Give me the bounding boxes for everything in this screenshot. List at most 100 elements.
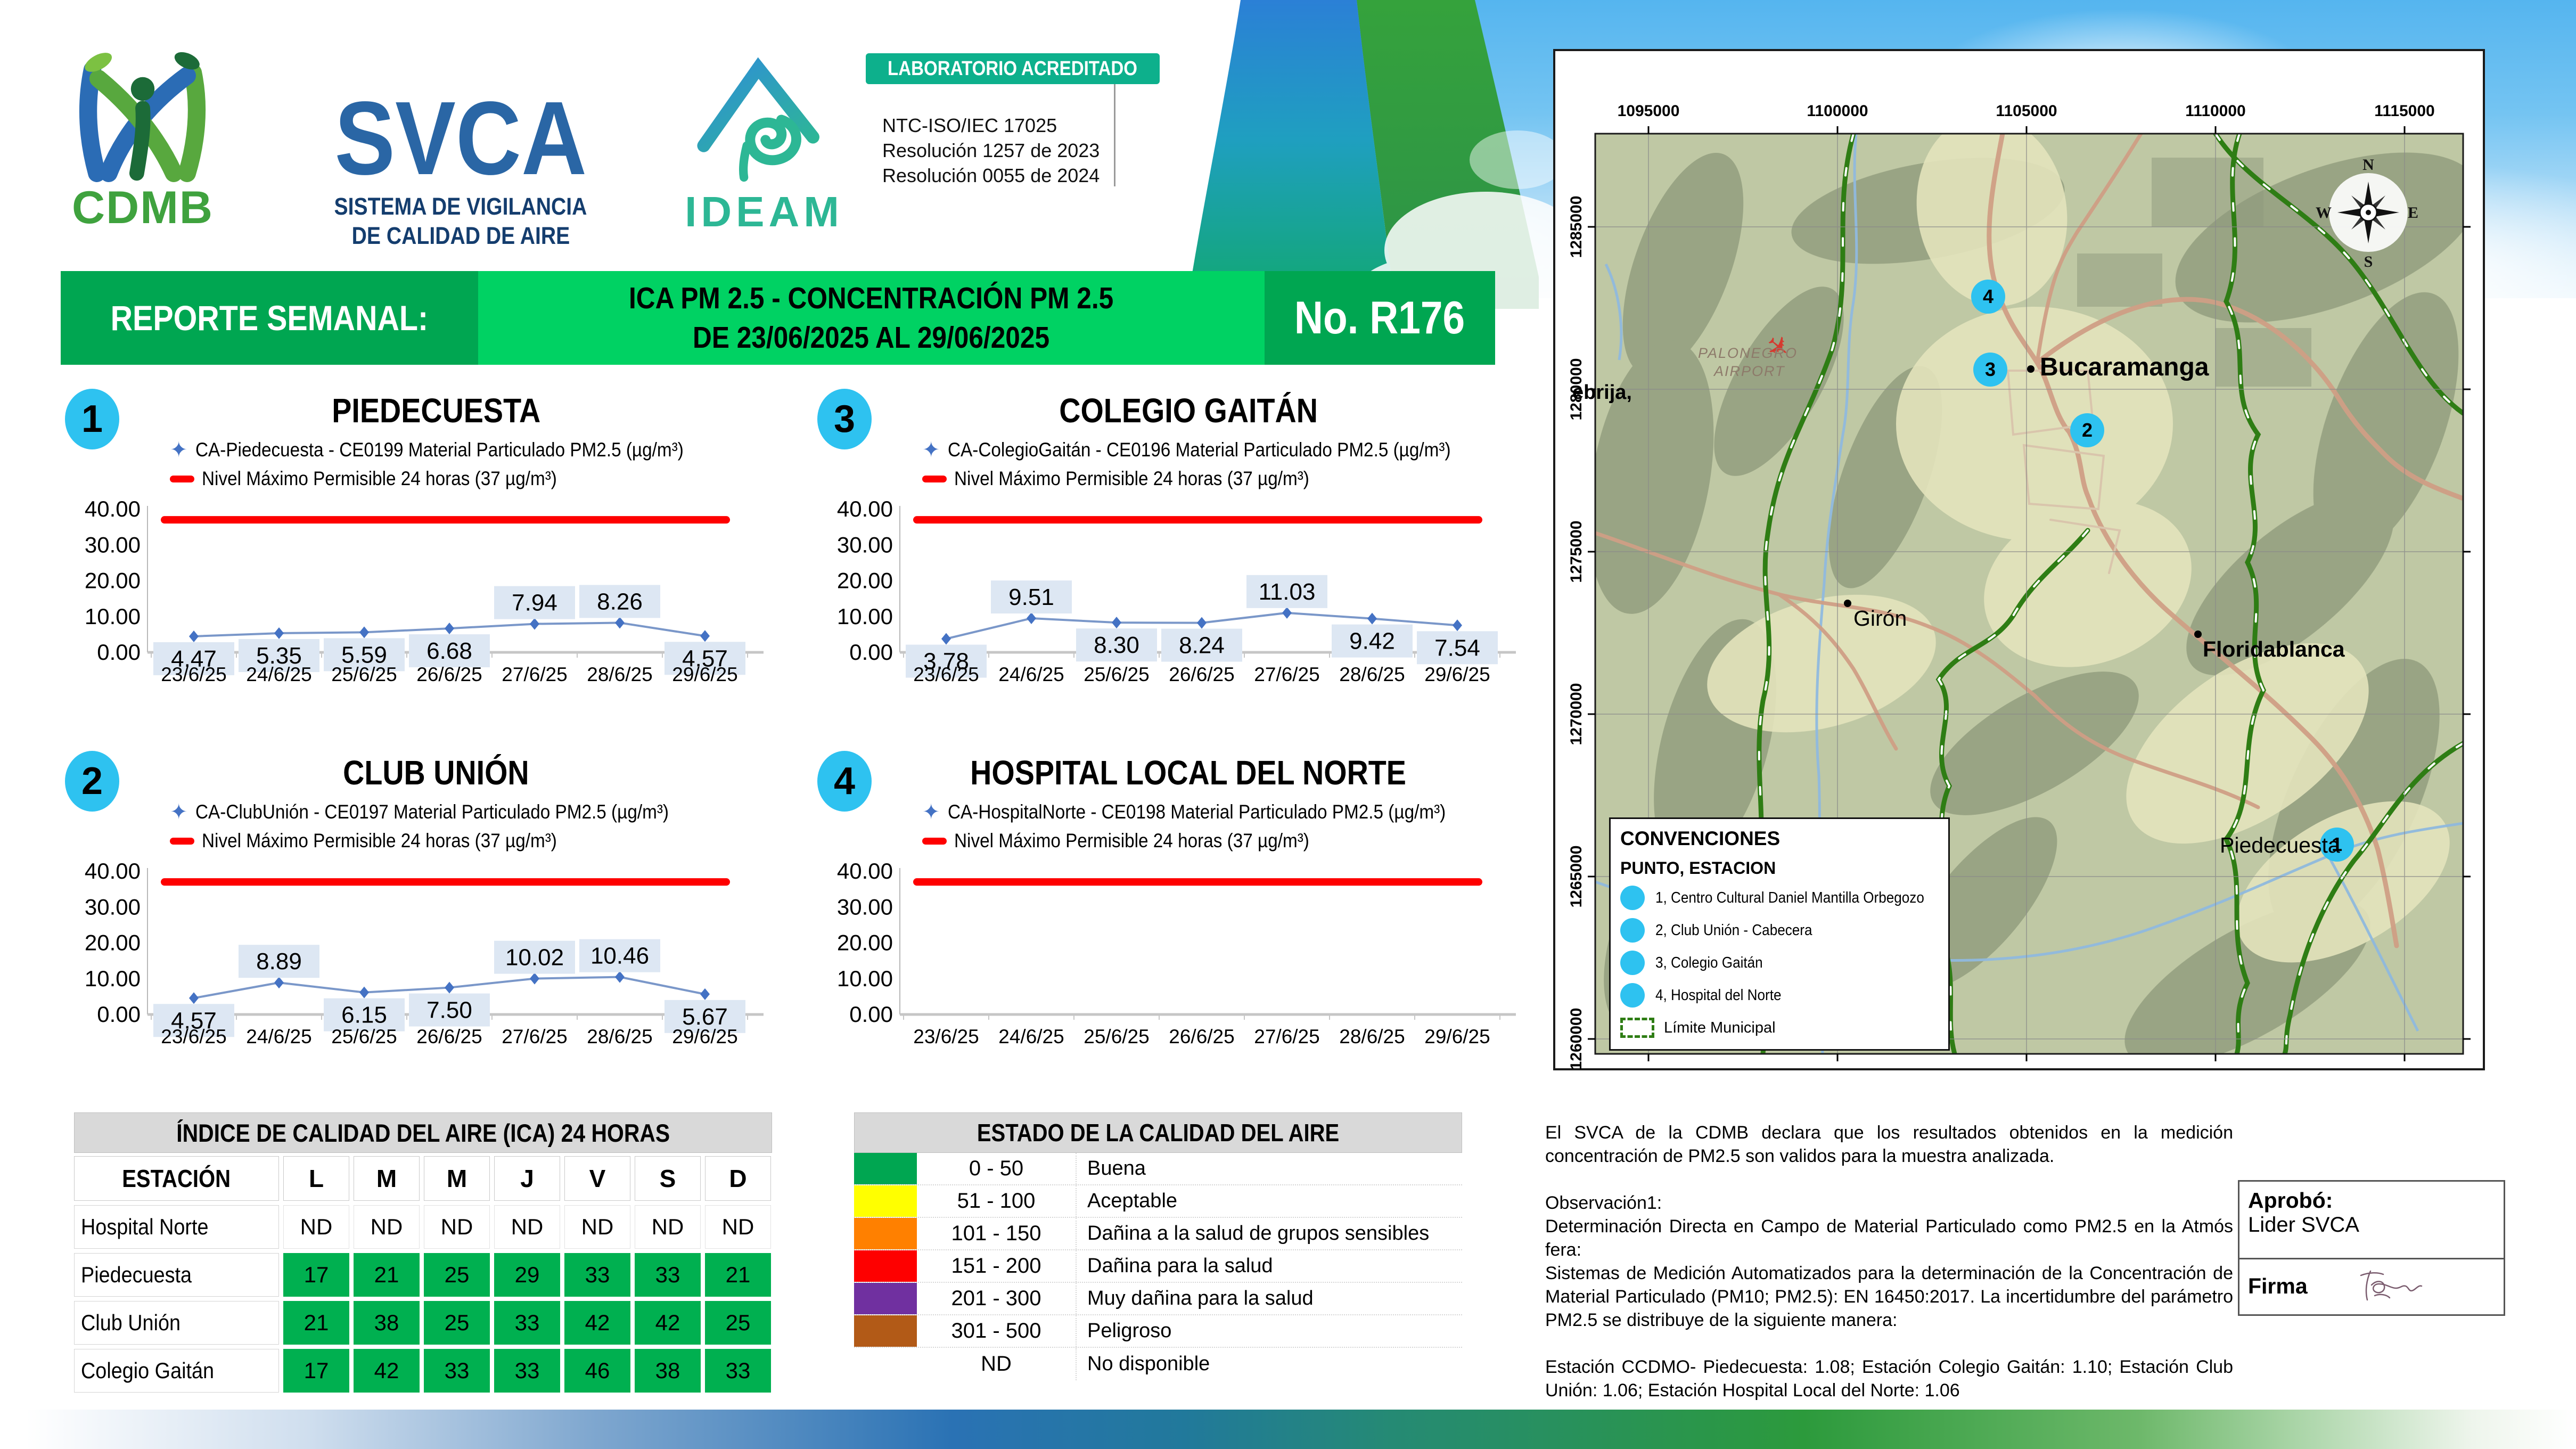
value-label: 7.50 [426,997,472,1024]
x-tick-label: 26/6/25 [416,664,482,685]
ica-column-header: J [494,1156,560,1201]
x-tick-label: 28/6/25 [587,664,652,685]
y-tick-label: 10.00 [837,604,893,629]
y-tick-label: 20.00 [837,568,893,593]
value-label: 8.30 [1094,632,1139,658]
map-city-dot [2194,631,2202,638]
data-point-marker [359,626,369,638]
estado-color-swatch [854,1250,917,1282]
estado-range: 201 - 300 [917,1283,1077,1314]
x-tick-label: 29/6/25 [672,1026,737,1047]
estado-range: 51 - 100 [917,1185,1077,1217]
x-tick-label: 27/6/25 [1254,664,1319,685]
value-label-box [239,945,319,978]
value-label-box [1246,575,1327,608]
data-point-marker [189,630,199,642]
map-x-axis-label: 1100000 [1807,102,1868,120]
uncertainty-text: Estación CCDMO- Piedecuesta: 1.08; Estac… [1545,1357,2233,1401]
svg-text:W: W [2316,204,2332,222]
limit-line-icon [170,475,194,482]
value-label: 5.67 [682,1004,728,1030]
value-label: 8.24 [1179,633,1225,659]
ica-value-cell: 25 [424,1301,490,1345]
value-label-box [579,939,660,972]
map-city-label: Girón [1853,606,1907,631]
ica-value-cell: 42 [635,1301,701,1345]
map-y-axis-label: 1275000 [1568,520,1585,583]
estado-range: 151 - 200 [917,1250,1077,1282]
approved-label: Aprobó: [2248,1188,2333,1213]
value-label: 4.47 [171,646,217,672]
chart-legend: ✦ CA-Piedecuesta - CE0199 Material Partic… [170,436,737,493]
y-tick-label: 40.00 [85,497,141,521]
approved-by: Lider SVCA [2248,1213,2359,1237]
map-x-axis-label: 1105000 [1996,102,2057,120]
data-point-marker [615,617,625,629]
header-divider [1114,60,1115,186]
limit-line-icon [170,837,194,845]
report-type-label: REPORTE SEMANAL: [110,298,429,338]
x-tick-label: 24/6/25 [246,664,311,685]
value-label: 4.57 [682,645,728,672]
y-tick-label: 10.00 [85,966,141,991]
value-label-box [664,642,745,675]
svca-logo: SVCA SISTEMA DE VIGILANCIA DE CALIDAD DE… [290,85,631,250]
data-point-marker [274,977,284,989]
ica-value-cell: ND [354,1205,420,1249]
value-label: 7.94 [512,590,557,616]
value-label-box [324,638,405,672]
x-tick-label: 23/6/25 [161,1026,226,1047]
signature-row: Firma [2239,1259,2504,1313]
map-x-axis-label: 1115000 [2374,102,2435,120]
legend-series: ✦ CA-ColegioGaitán - CE0196 Material Part… [922,438,1451,462]
data-point-marker [1112,617,1121,629]
data-point-marker [941,633,951,645]
data-point-marker [700,630,710,642]
map-station-marker: 3 [1973,353,2007,387]
value-label-box [1076,628,1157,662]
value-label: 6.68 [426,638,472,664]
map-city-label: Bucaramanga [2040,353,2209,381]
ica-value-cell: ND [635,1205,701,1249]
x-tick-label: 26/6/25 [1169,664,1234,685]
x-tick-label: 27/6/25 [502,1026,567,1047]
x-tick-label: 23/6/25 [913,664,979,685]
estado-range: 101 - 150 [917,1218,1077,1249]
y-tick-label: 10.00 [837,966,893,991]
compass-rose-icon: N E S W [2316,156,2418,271]
observation-title: Observación1: [1545,1193,1662,1213]
x-tick-label: 27/6/25 [502,664,567,685]
x-tick-label: 27/6/25 [1254,1026,1319,1047]
map-airport-label: PALONEGRO [1698,345,1798,361]
estado-color-swatch [854,1153,917,1184]
map-legend-station-item: 4, Hospital del Norte [1620,983,1939,1008]
y-tick-label: 20.00 [85,930,141,955]
ica-value-cell: ND [494,1205,560,1249]
estado-description: Dañina a la salud de grupos sensibles [1087,1222,1430,1245]
estado-range: 301 - 500 [917,1315,1077,1347]
map-x-axis-label: 1095000 [1617,102,1680,120]
x-tick-label: 23/6/25 [913,1026,979,1047]
ica-column-header: L [283,1156,349,1201]
ica-value-cell: 29 [494,1253,560,1297]
x-tick-label: 25/6/25 [331,1026,397,1047]
data-point-marker [530,972,539,985]
chart-plot: 40.00 30.00 20.00 10.00 0.00 4.57 8.89 6.15 7.50… [85,858,764,1047]
svg-text:E: E [2408,204,2418,222]
data-point-marker [1027,612,1036,625]
estado-row: 151 - 200 Dañina para la salud [854,1250,1462,1283]
y-tick-label: 0.00 [97,640,141,665]
ica-station-name: Hospital Norte [74,1205,279,1249]
estado-row: 0 - 50 Buena [854,1153,1462,1185]
station-chart-panel: 3 COLEGIO GAITÁN ✦ CA-ColegioGaitán - CE019… [813,384,1532,693]
legend-limit: Nivel Máximo Permisible 24 horas (37 µg/… [922,826,1501,855]
estado-row: 301 - 500 Peligroso [854,1315,1462,1348]
estado-description: Aceptable [1087,1190,1178,1212]
ica-value-cell: 33 [564,1253,630,1297]
value-label-box [494,586,575,619]
estado-description: Peligroso [1087,1320,1172,1342]
report-subject-cell: ICA PM 2.5 - CONCENTRACIÓN PM 2.5 DE 23/… [478,271,1265,365]
ica-value-cell: 42 [354,1349,420,1393]
x-tick-label: 28/6/25 [1339,664,1405,685]
value-label-box [324,998,405,1032]
